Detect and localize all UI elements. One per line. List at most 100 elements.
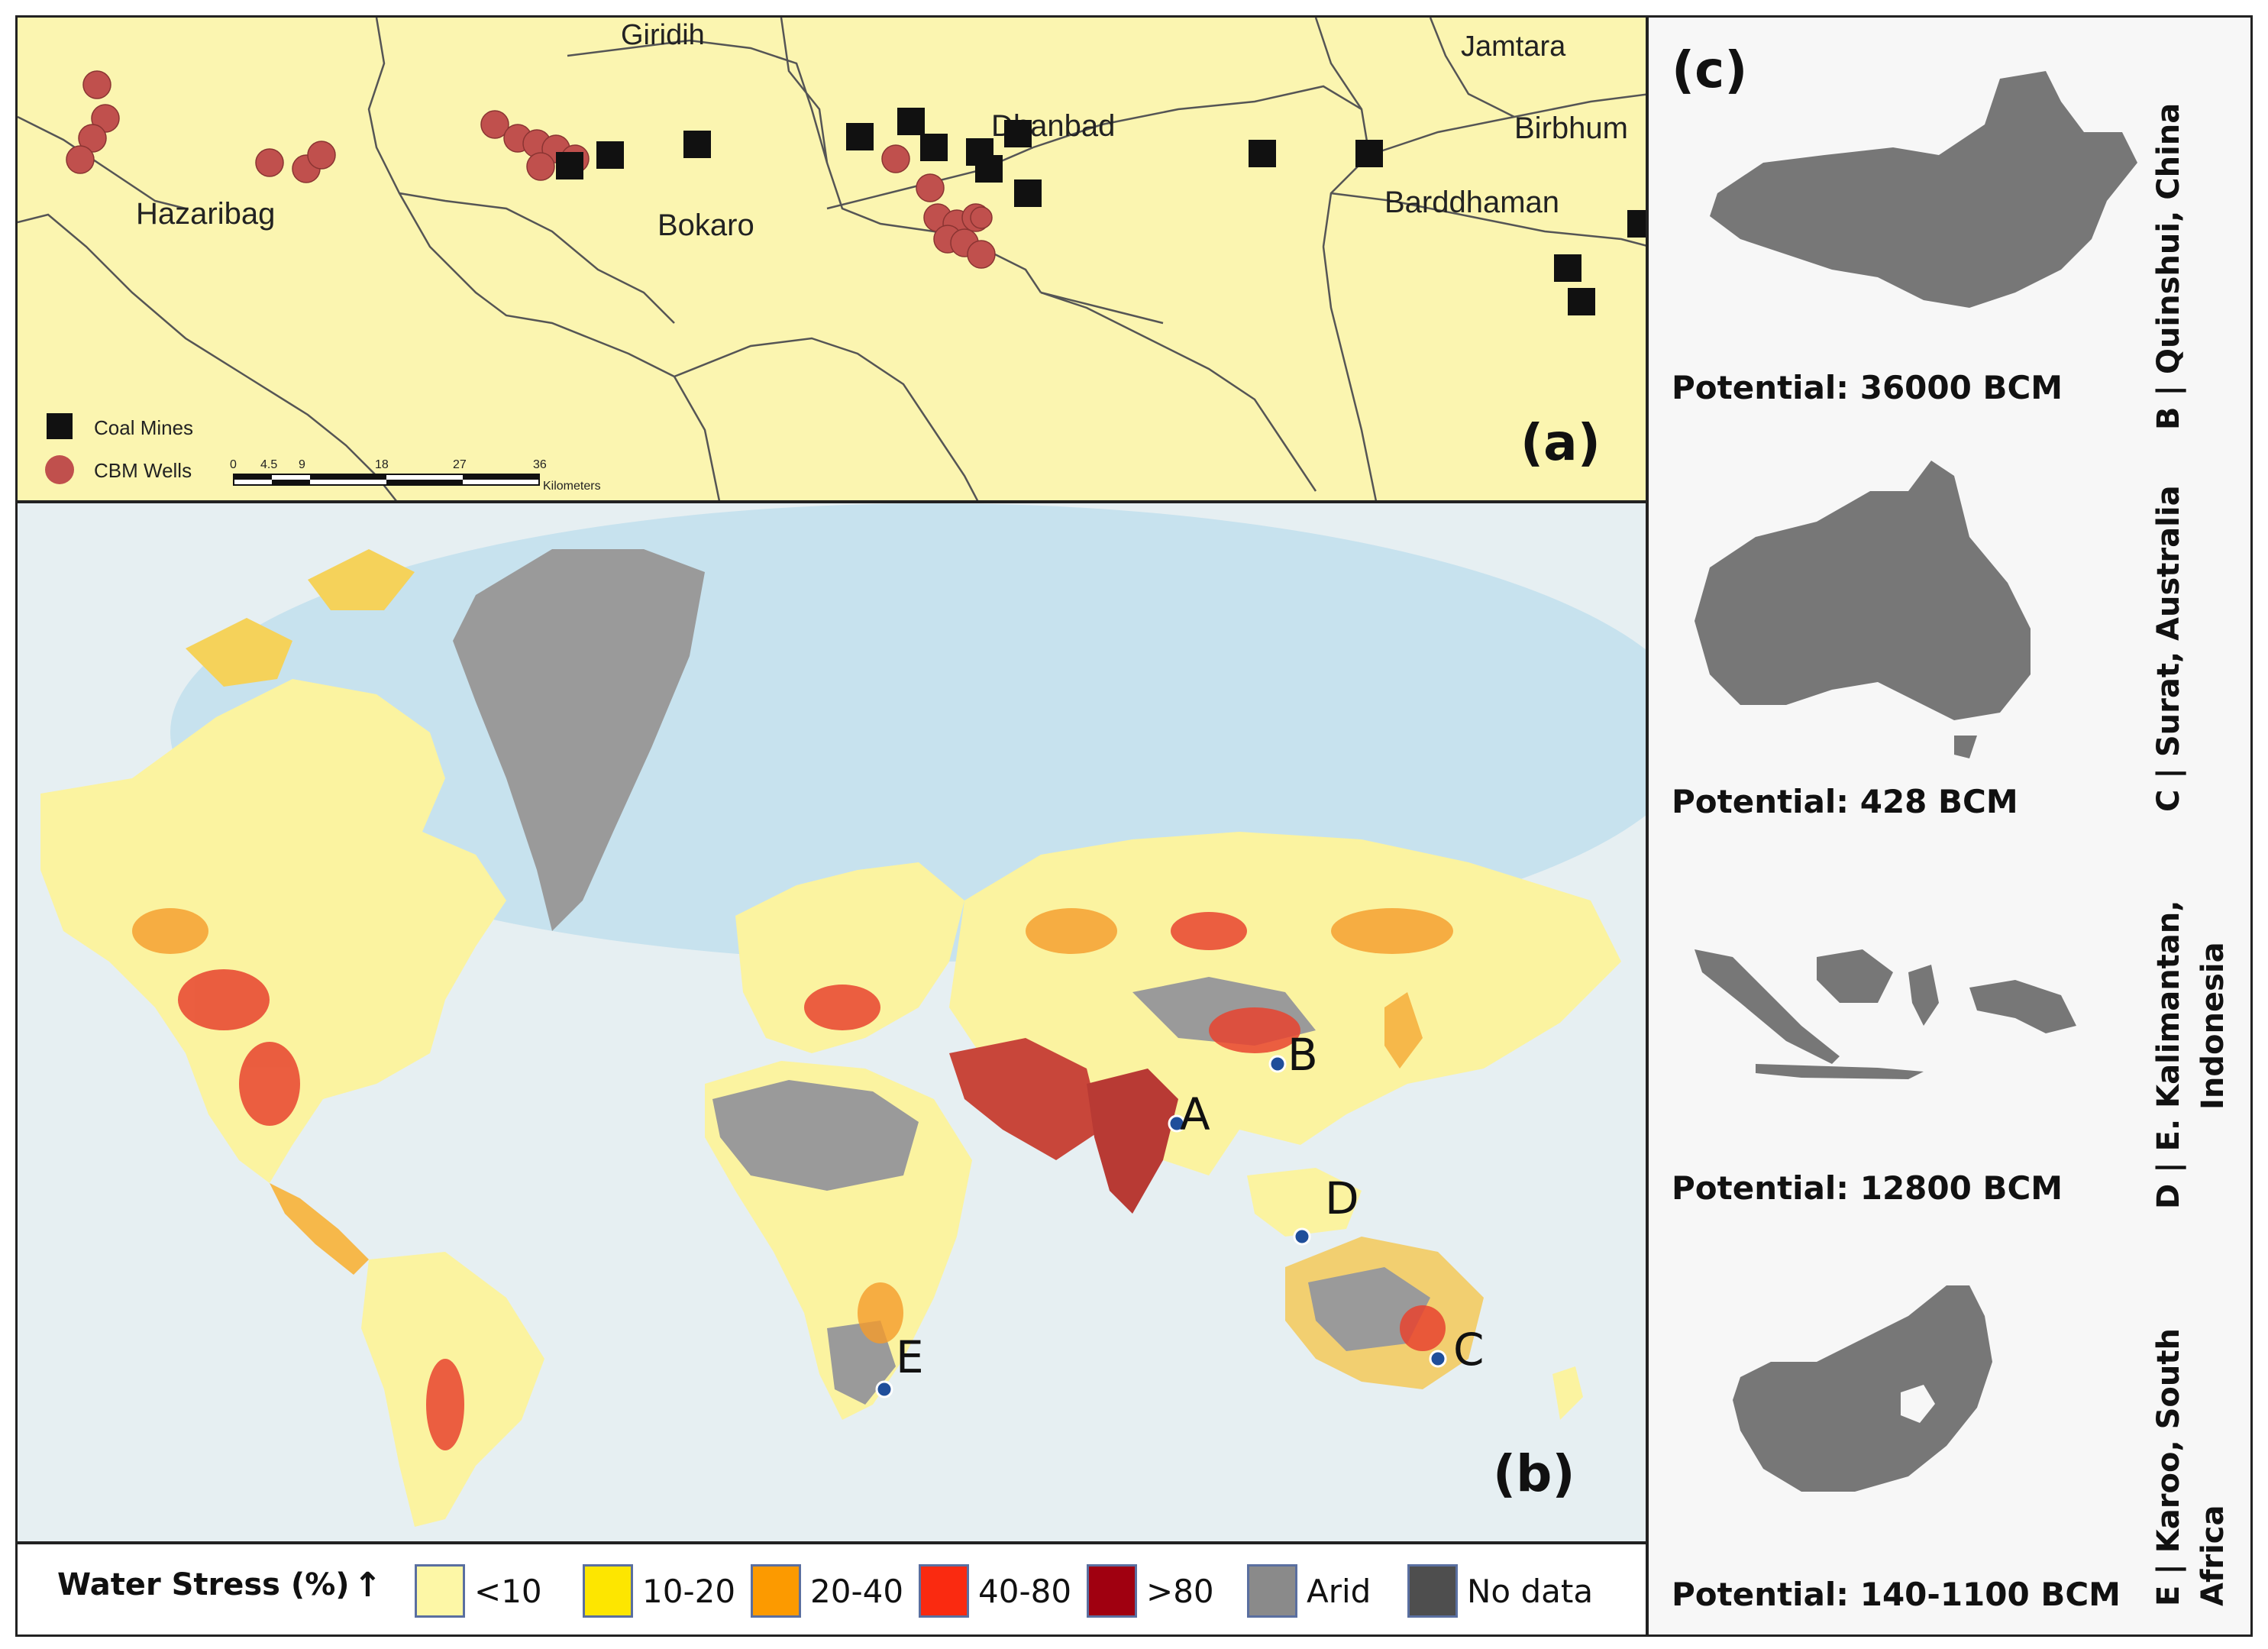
site-b-label: B [1287,1029,1318,1081]
stress-medium-area [1026,908,1117,954]
cbm-well-marker [967,240,996,269]
legend-item: 40-80 [919,1564,1071,1618]
place-label: Giridih [621,19,705,51]
stress-hotspot [1209,1007,1300,1053]
legend-swatch [1087,1564,1137,1618]
stress-medium [132,908,1453,1343]
legend-item: No data [1407,1564,1593,1618]
country-silhouettes [1695,71,2137,1492]
site-c-label: C [1453,1324,1485,1376]
panel-b-world-water-stress-map: A B C D E (b) [15,501,1648,1544]
legend-swatch [1247,1564,1297,1618]
scale-tick: 0 [230,458,237,471]
legend-swatch [583,1564,633,1618]
site-a-dot [1168,1114,1186,1133]
coal-mine-marker [920,134,948,161]
coal-mine-marker [596,141,624,169]
legend-swatch [751,1564,801,1618]
cbm-legend-swatch [45,455,74,484]
potential-south-africa: Potential: 140-1100 BCM [1672,1576,2121,1613]
legend-item: 20-40 [751,1564,903,1618]
australia-silhouette [1695,461,2031,758]
regional-map-svg: Giridih Jamtara Hazaribag Bokaro Dhanbad… [18,18,1646,500]
coal-mine-marker [1249,140,1276,167]
scale-tick: 36 [533,458,547,471]
place-labels: Giridih Jamtara Hazaribag Bokaro Dhanbad… [136,19,1628,242]
cbm-well-marker [66,145,95,174]
cbm-well-marker [307,141,336,170]
scale-tick: 18 [375,458,389,471]
stress-medium-area [132,908,208,954]
lesotho-hole [1901,1385,1935,1423]
legend-label: No data [1467,1572,1594,1610]
legend-swatch [1407,1564,1458,1618]
stress-hotspot [1171,912,1247,950]
coal-mine-marker [556,152,583,179]
china-silhouette [1710,71,2137,308]
japan [1384,992,1423,1069]
legend-title: Water Stress (%) [57,1567,350,1602]
indonesia [1247,1168,1362,1237]
australia-arid [1308,1267,1430,1351]
panel-b-letter: (b) [1493,1444,1575,1503]
potential-china: Potential: 36000 BCM [1672,369,2063,406]
coal-mine-marker [975,155,1003,183]
stress-hotspot [178,969,270,1030]
potential-australia: Potential: 428 BCM [1672,783,2018,820]
basin-label-south-africa-line2: Africa [2195,1505,2231,1607]
sahara-arid [712,1080,919,1191]
site-d-label: D [1325,1172,1359,1224]
cbm-legend-label: CBM Wells [94,459,192,482]
coal-mine-marker [683,131,711,158]
legend-label: 20-40 [810,1572,904,1610]
legend-label: 40-80 [978,1572,1072,1610]
water-stress-legend: Water Stress (%) ↑ <10 10-20 20-40 40-80… [15,1542,1648,1637]
site-c-dot [1429,1350,1447,1368]
basin-label-indonesia-line1: D | E. Kalimantan, [2151,900,2186,1209]
coal-mines [556,108,1646,315]
coal-mine-marker [897,108,925,135]
stress-hotspot [804,985,880,1030]
cbm-well-marker [82,70,111,99]
coal-mine-marker [1355,140,1383,167]
legend-label: Arid [1307,1572,1371,1610]
europe [735,862,964,1053]
legend-swatch [919,1564,969,1618]
scale-tick: 27 [453,458,467,471]
world-map-svg: A B C D E [18,503,1646,1541]
scale-tick: 9 [299,458,305,471]
stress-hotspots [178,912,1446,1450]
panel-a-legend: Coal Mines CBM Wells [45,413,193,484]
site-d-dot [1293,1227,1311,1246]
place-label: Bokaro [657,209,754,242]
cbm-well-marker [91,104,120,133]
legend-label: <10 [474,1572,542,1610]
place-label: Birbhum [1514,112,1628,145]
stress-hotspot [1400,1305,1446,1351]
north-america [40,679,506,1183]
place-label: Jamtara [1461,31,1566,63]
indonesia-silhouette [1695,949,2076,1079]
new-zealand [1552,1366,1583,1420]
central-america [270,1183,369,1275]
site-e-dot [875,1380,893,1398]
site-b-dot [1268,1055,1287,1073]
coal-legend-swatch [47,413,73,439]
scale-tick: 4.5 [260,458,277,471]
legend-item: <10 [415,1564,542,1618]
basin-label-australia: C | Surat, Australia [2151,485,2186,812]
place-label: Barddhaman [1384,186,1559,219]
legend-label: >80 [1146,1572,1214,1610]
panel-a-letter: (a) [1520,413,1601,472]
scale-unit: Kilometers [543,480,601,493]
legend-item: 10-20 [583,1564,735,1618]
cbm-well-marker [480,110,509,139]
basin-sites [875,1055,1447,1398]
cbm-well-marker [255,148,284,177]
stress-medium-area [1331,908,1453,954]
panel-c-letter: (c) [1672,40,1748,99]
panel-c-basin-potentials: (c) Potential: 36000 BCM Potential: 428 … [1646,15,2253,1637]
site-a-label: A [1180,1088,1210,1140]
cbm-well-marker [970,206,993,229]
basin-label-china: B | Quinshui, China [2151,102,2186,430]
